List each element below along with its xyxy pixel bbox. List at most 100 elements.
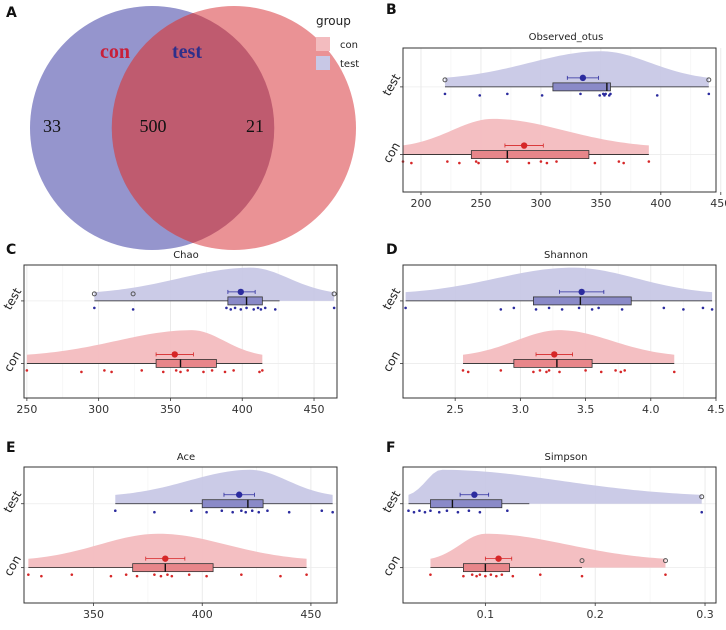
chart-title: Observed_otus — [529, 32, 604, 43]
data-point — [598, 94, 601, 97]
panel-label: E — [6, 440, 16, 456]
data-point — [539, 160, 543, 163]
series-con — [429, 533, 668, 578]
data-point — [423, 510, 427, 514]
box-con — [132, 563, 214, 573]
legend-swatch-con — [316, 37, 330, 51]
chart-title: Ace — [177, 452, 195, 463]
data-point — [161, 370, 165, 374]
x-tick-label: 250 — [470, 197, 491, 210]
x-tick-label: 0.1 — [477, 608, 495, 621]
data-point — [474, 160, 478, 163]
density-test — [408, 469, 702, 504]
data-point — [470, 573, 474, 576]
x-tick-label: 0.3 — [696, 608, 714, 621]
group-label-test: test — [380, 71, 404, 98]
data-point — [701, 306, 705, 310]
group-label-con: con — [1, 349, 24, 375]
data-point — [662, 306, 666, 310]
mean-point-test — [471, 491, 478, 498]
mean-point-test — [235, 491, 243, 498]
x-tick-label: 3.0 — [512, 403, 530, 416]
data-point — [478, 94, 482, 97]
data-point — [484, 574, 487, 578]
x-tick-label: 4.5 — [707, 403, 725, 416]
data-point — [244, 510, 248, 514]
data-point — [190, 509, 193, 513]
venn-count-con-only: 33 — [43, 116, 61, 136]
panel-label: F — [386, 440, 396, 456]
data-point — [534, 308, 538, 311]
venn-panel: A con test 33 500 21 group con test — [6, 5, 359, 250]
data-point — [245, 306, 248, 310]
data-point — [647, 160, 651, 163]
data-point — [477, 161, 480, 165]
chart-chao: C Chao test con 250 300 350 400 450 — [1, 242, 338, 416]
data-point — [305, 573, 308, 576]
panel-label-a: A — [6, 5, 17, 21]
data-point — [700, 510, 704, 514]
data-point — [93, 306, 96, 310]
data-point — [580, 574, 584, 578]
data-point — [458, 161, 461, 165]
data-point — [577, 306, 581, 310]
data-point — [597, 306, 600, 310]
legend-title: group — [316, 14, 351, 28]
data-point — [223, 370, 227, 374]
mean-point-con — [171, 351, 178, 358]
data-point — [538, 369, 542, 372]
x-tick-label: 300 — [88, 403, 109, 416]
data-point — [558, 370, 561, 374]
density-con — [462, 330, 675, 364]
group-label-con: con — [380, 349, 403, 375]
density-con — [430, 533, 666, 568]
x-tick-label: 2.5 — [446, 403, 464, 416]
venn-count-overlap: 500 — [140, 116, 167, 136]
venn-overlap — [111, 13, 275, 243]
data-point — [174, 369, 178, 372]
data-point — [110, 370, 113, 374]
data-point — [619, 370, 623, 374]
mean-point-con — [162, 555, 169, 562]
chart-simpson: F Simpson test con 0.1 0.2 0.3 — [380, 440, 717, 621]
data-point — [225, 306, 228, 310]
group-label-test: test — [1, 285, 25, 312]
x-tick-label: 400 — [650, 197, 671, 210]
data-point — [664, 573, 667, 576]
data-point — [205, 574, 208, 578]
data-point — [240, 573, 243, 576]
data-point — [80, 370, 83, 374]
data-point — [590, 308, 594, 311]
data-point — [205, 510, 208, 514]
group-label-test: test — [380, 285, 404, 312]
data-point — [560, 308, 564, 311]
data-point — [266, 509, 269, 513]
data-point — [40, 574, 43, 578]
data-point — [511, 574, 515, 578]
data-point — [202, 370, 205, 374]
data-point — [332, 306, 336, 310]
data-point — [617, 160, 621, 163]
x-tick-label: 0.2 — [586, 608, 604, 621]
outlier-point — [706, 77, 712, 83]
data-point — [153, 510, 156, 514]
data-point — [532, 370, 535, 374]
data-point — [135, 574, 139, 578]
data-point — [478, 510, 482, 514]
legend-swatch-test — [316, 56, 330, 70]
data-point — [179, 370, 182, 374]
chart-shannon: D Shannon test con 2.5 3.0 3.5 4.0 4.5 — [380, 242, 725, 416]
group-label-con: con — [380, 140, 403, 166]
data-point — [478, 573, 482, 576]
data-point — [140, 369, 144, 372]
box-test — [430, 499, 503, 509]
box-con — [463, 563, 510, 573]
data-point — [320, 509, 324, 513]
chart-ace: E Ace test con 350 400 450 — [1, 440, 338, 621]
data-point — [418, 509, 421, 513]
density-test — [444, 51, 709, 87]
data-point — [500, 573, 504, 576]
x-tick-label: 350 — [590, 197, 611, 210]
data-point — [273, 308, 277, 311]
